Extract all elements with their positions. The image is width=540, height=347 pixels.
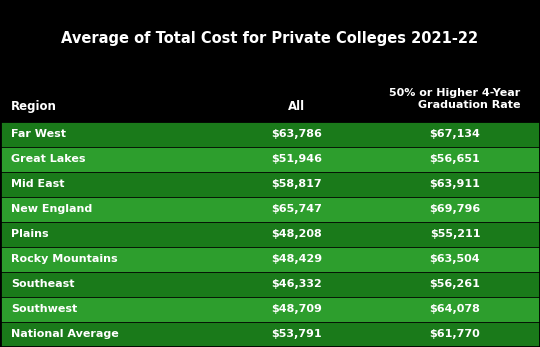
Text: $58,817: $58,817 xyxy=(272,179,322,189)
Bar xyxy=(0,247,540,272)
Text: $55,211: $55,211 xyxy=(430,229,480,239)
Text: All: All xyxy=(288,100,306,113)
Text: 50% or Higher 4-Year
Graduation Rate: 50% or Higher 4-Year Graduation Rate xyxy=(389,88,521,110)
Text: $48,429: $48,429 xyxy=(272,254,322,264)
Bar xyxy=(0,76,540,121)
Text: Southwest: Southwest xyxy=(11,304,77,314)
Text: $53,791: $53,791 xyxy=(272,329,322,339)
Text: $65,747: $65,747 xyxy=(272,204,322,214)
Text: $48,208: $48,208 xyxy=(272,229,322,239)
Text: Far West: Far West xyxy=(11,129,66,139)
Text: $63,786: $63,786 xyxy=(272,129,322,139)
Bar xyxy=(0,171,540,197)
Text: Great Lakes: Great Lakes xyxy=(11,154,85,164)
Text: $61,770: $61,770 xyxy=(430,329,480,339)
Text: Rocky Mountains: Rocky Mountains xyxy=(11,254,117,264)
Text: $63,911: $63,911 xyxy=(429,179,481,189)
Text: $63,504: $63,504 xyxy=(430,254,480,264)
Text: Southeast: Southeast xyxy=(11,279,75,289)
Bar xyxy=(0,322,540,347)
Bar xyxy=(0,0,540,76)
Text: National Average: National Average xyxy=(11,329,119,339)
Text: $56,261: $56,261 xyxy=(429,279,481,289)
Text: $46,332: $46,332 xyxy=(272,279,322,289)
Text: $67,134: $67,134 xyxy=(429,129,481,139)
Text: Region: Region xyxy=(11,100,57,113)
Text: $64,078: $64,078 xyxy=(429,304,481,314)
Text: New England: New England xyxy=(11,204,92,214)
Bar xyxy=(0,121,540,146)
Bar xyxy=(0,297,540,322)
Text: Average of Total Cost for Private Colleges 2021-22: Average of Total Cost for Private Colleg… xyxy=(62,31,478,46)
Bar xyxy=(0,272,540,297)
Text: $48,709: $48,709 xyxy=(272,304,322,314)
Text: $69,796: $69,796 xyxy=(429,204,481,214)
Text: $56,651: $56,651 xyxy=(430,154,480,164)
Bar xyxy=(0,197,540,222)
Text: Mid East: Mid East xyxy=(11,179,64,189)
Bar xyxy=(0,222,540,247)
Bar xyxy=(0,146,540,171)
Text: Plains: Plains xyxy=(11,229,49,239)
Text: $51,946: $51,946 xyxy=(272,154,322,164)
